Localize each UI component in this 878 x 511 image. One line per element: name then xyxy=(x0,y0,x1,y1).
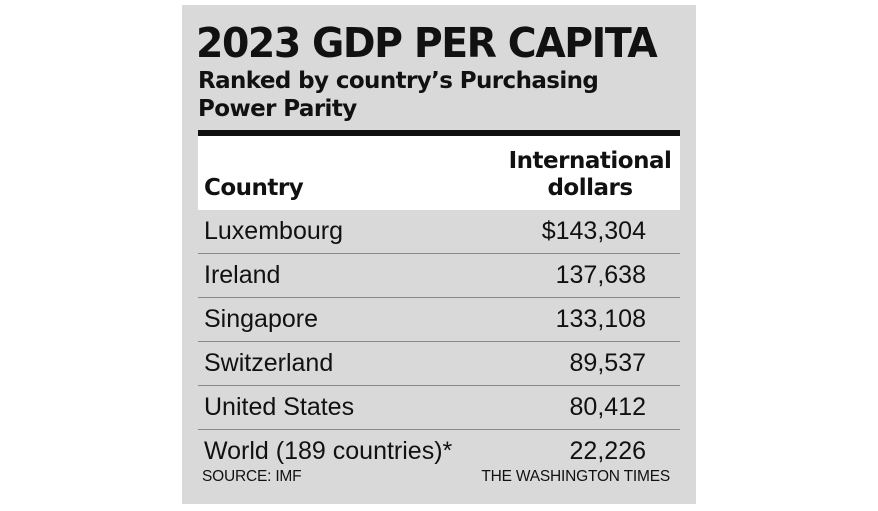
column-header-value: International dollars xyxy=(500,130,680,210)
table-row: Switzerland 89,537 xyxy=(198,341,680,386)
country-cell: Singapore xyxy=(198,297,500,342)
value-cell: 133,108 xyxy=(500,297,680,342)
country-cell: Luxembourg xyxy=(198,210,500,254)
publisher-credit: THE WASHINGTON TIMES xyxy=(481,468,670,485)
value-cell: $143,304 xyxy=(500,210,680,254)
table-row: World (189 countries)* 22,226 xyxy=(198,430,680,474)
column-header-country: Country xyxy=(198,130,500,210)
chart-panel: 2023 GDP PER CAPITA Ranked by country’s … xyxy=(182,5,696,504)
table-body: Luxembourg $143,304 Ireland 137,638 Singapor… xyxy=(198,210,680,473)
chart-title: 2023 GDP PER CAPITA xyxy=(196,19,658,67)
country-cell: World (189 countries)* xyxy=(204,437,453,465)
value-cell: 137,638 xyxy=(500,253,680,298)
country-cell: United States xyxy=(198,385,500,430)
country-cell: Ireland xyxy=(198,253,500,298)
table-row: Ireland 137,638 xyxy=(198,253,680,298)
value-cell: 80,412 xyxy=(500,385,680,430)
table-row: Singapore 133,108 xyxy=(198,297,680,342)
value-cell: 22,226 xyxy=(569,437,646,465)
source-note: SOURCE: IMF xyxy=(202,468,302,485)
chart-subtitle: Ranked by country’s Purchasing Power Par… xyxy=(198,68,599,122)
table-header-row: Country International dollars xyxy=(198,130,680,210)
gdp-table: Country International dollars Luxembourg… xyxy=(198,130,680,473)
data-table-wrapper: Country International dollars Luxembourg… xyxy=(198,130,680,473)
table-row: Luxembourg $143,304 xyxy=(198,210,680,254)
value-cell: 89,537 xyxy=(500,341,680,386)
country-cell: Switzerland xyxy=(198,341,500,386)
chart-footer: SOURCE: IMF THE WASHINGTON TIMES xyxy=(202,468,670,486)
table-row: United States 80,412 xyxy=(198,385,680,430)
